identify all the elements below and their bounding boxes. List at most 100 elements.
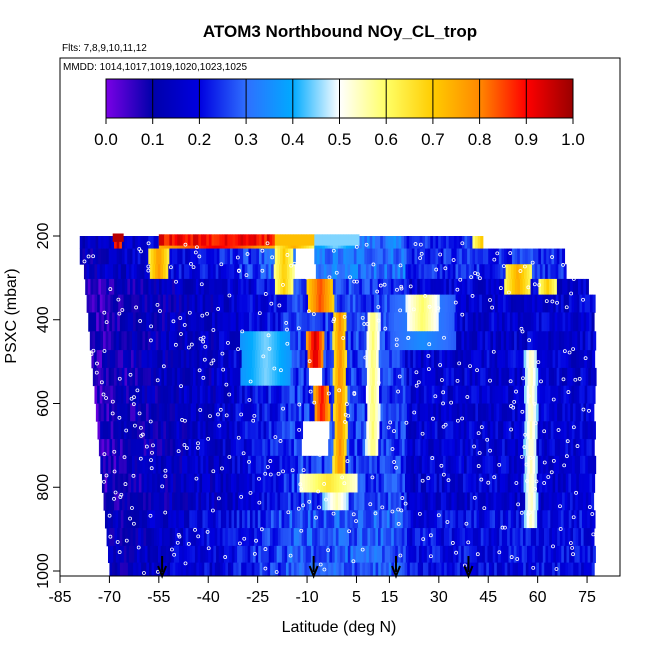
heatmap-cell [590,367,594,387]
heatmap-cell [193,528,197,547]
heatmap-cell [555,510,559,529]
sample-point [414,370,419,375]
heatmap-cell [228,264,232,280]
heatmap-cell [427,492,431,511]
heatmap-cell [293,403,297,422]
heatmap-cell [396,312,400,332]
heatmap-cell [139,510,143,529]
heatmap-cell [380,403,384,422]
sample-point [519,454,524,459]
heatmap-cell [487,455,491,475]
heatmap-cell [413,331,418,351]
heatmap-cell [347,264,351,280]
heatmap-cell [258,545,262,564]
heatmap-cell [549,350,554,369]
heatmap-cell [197,421,201,440]
sample-point [577,376,582,381]
heatmap-cell [195,492,199,511]
sample-point [427,342,432,347]
heatmap-cell [222,248,226,265]
heatmap-cell [210,385,214,404]
heatmap-cell [327,492,331,511]
heatmap-cell [413,264,417,280]
heatmap-cell [169,367,173,387]
heatmap-cell [264,312,268,332]
heatmap-cell [504,492,508,511]
heatmap-cell [464,403,468,422]
sample-point [176,532,181,537]
heatmap-cell [465,350,469,369]
heatmap-cell [523,439,527,457]
heatmap-cell [541,562,545,576]
heatmap-cell [350,385,354,404]
heatmap-cell [352,264,356,280]
heatmap-cell [105,455,109,475]
heatmap-cell [562,562,566,576]
heatmap-cell [163,264,167,280]
heatmap-cell [543,455,547,475]
heatmap-cell [250,421,254,440]
heatmap-cell [507,473,511,493]
sample-point [492,475,497,480]
heatmap-cell [370,473,374,493]
heatmap-cell [151,312,155,332]
heatmap-cell [477,236,481,249]
heatmap-cell [493,528,497,547]
heatmap-cell [245,278,249,296]
heatmap-cell [460,385,464,404]
sample-point [331,248,336,253]
heatmap-cell [154,439,158,457]
heatmap-cell [364,492,368,511]
heatmap-cell [234,294,238,313]
heatmap-cell [337,421,341,440]
sample-point [539,379,543,384]
sample-point [131,402,136,407]
heatmap-cell [354,562,358,576]
heatmap-cell [548,455,552,475]
heatmap-cell [382,248,386,265]
heatmap-cell [254,528,258,547]
heatmap-cell [358,545,362,564]
heatmap-cell [437,385,441,404]
sample-point [490,305,495,310]
heatmap-cell [427,455,431,475]
sample-point [237,541,242,546]
sample-point [206,436,211,441]
heatmap-cell [120,350,124,369]
heatmap-cell [266,545,270,564]
heatmap-cell [550,385,554,404]
heatmap-cell [348,367,352,387]
heatmap-cell [591,562,595,576]
heatmap-cell [515,312,519,332]
heatmap-cell [182,331,186,351]
heatmap-cell [393,312,397,332]
heatmap-cell [295,421,299,440]
heatmap-cell [267,528,271,547]
heatmap-cell [395,421,399,440]
heatmap-cell [187,545,191,564]
sample-point [117,415,122,420]
heatmap-cell [243,403,247,422]
heatmap-cell [106,367,110,387]
heatmap-cell [354,312,358,332]
heatmap-cell [562,492,566,511]
heatmap-cell [575,492,579,511]
heatmap-cell [296,403,300,422]
heatmap-cell [344,385,348,404]
heatmap-cell [198,278,202,296]
heatmap-cell [428,439,432,457]
heatmap-cell [400,264,404,280]
heatmap-cell [421,421,425,440]
heatmap-cell [509,528,513,547]
heatmap-cell [307,562,311,576]
heatmap-cell [451,236,455,249]
heatmap-cell [490,545,494,564]
heatmap-cell [115,350,119,369]
heatmap-cell [525,528,529,547]
heatmap-cell [503,455,507,475]
heatmap-cell [246,403,250,422]
heatmap-cell [243,367,247,387]
heatmap-cell [220,350,224,369]
heatmap-cell [527,248,531,265]
heatmap-cell [389,294,393,313]
